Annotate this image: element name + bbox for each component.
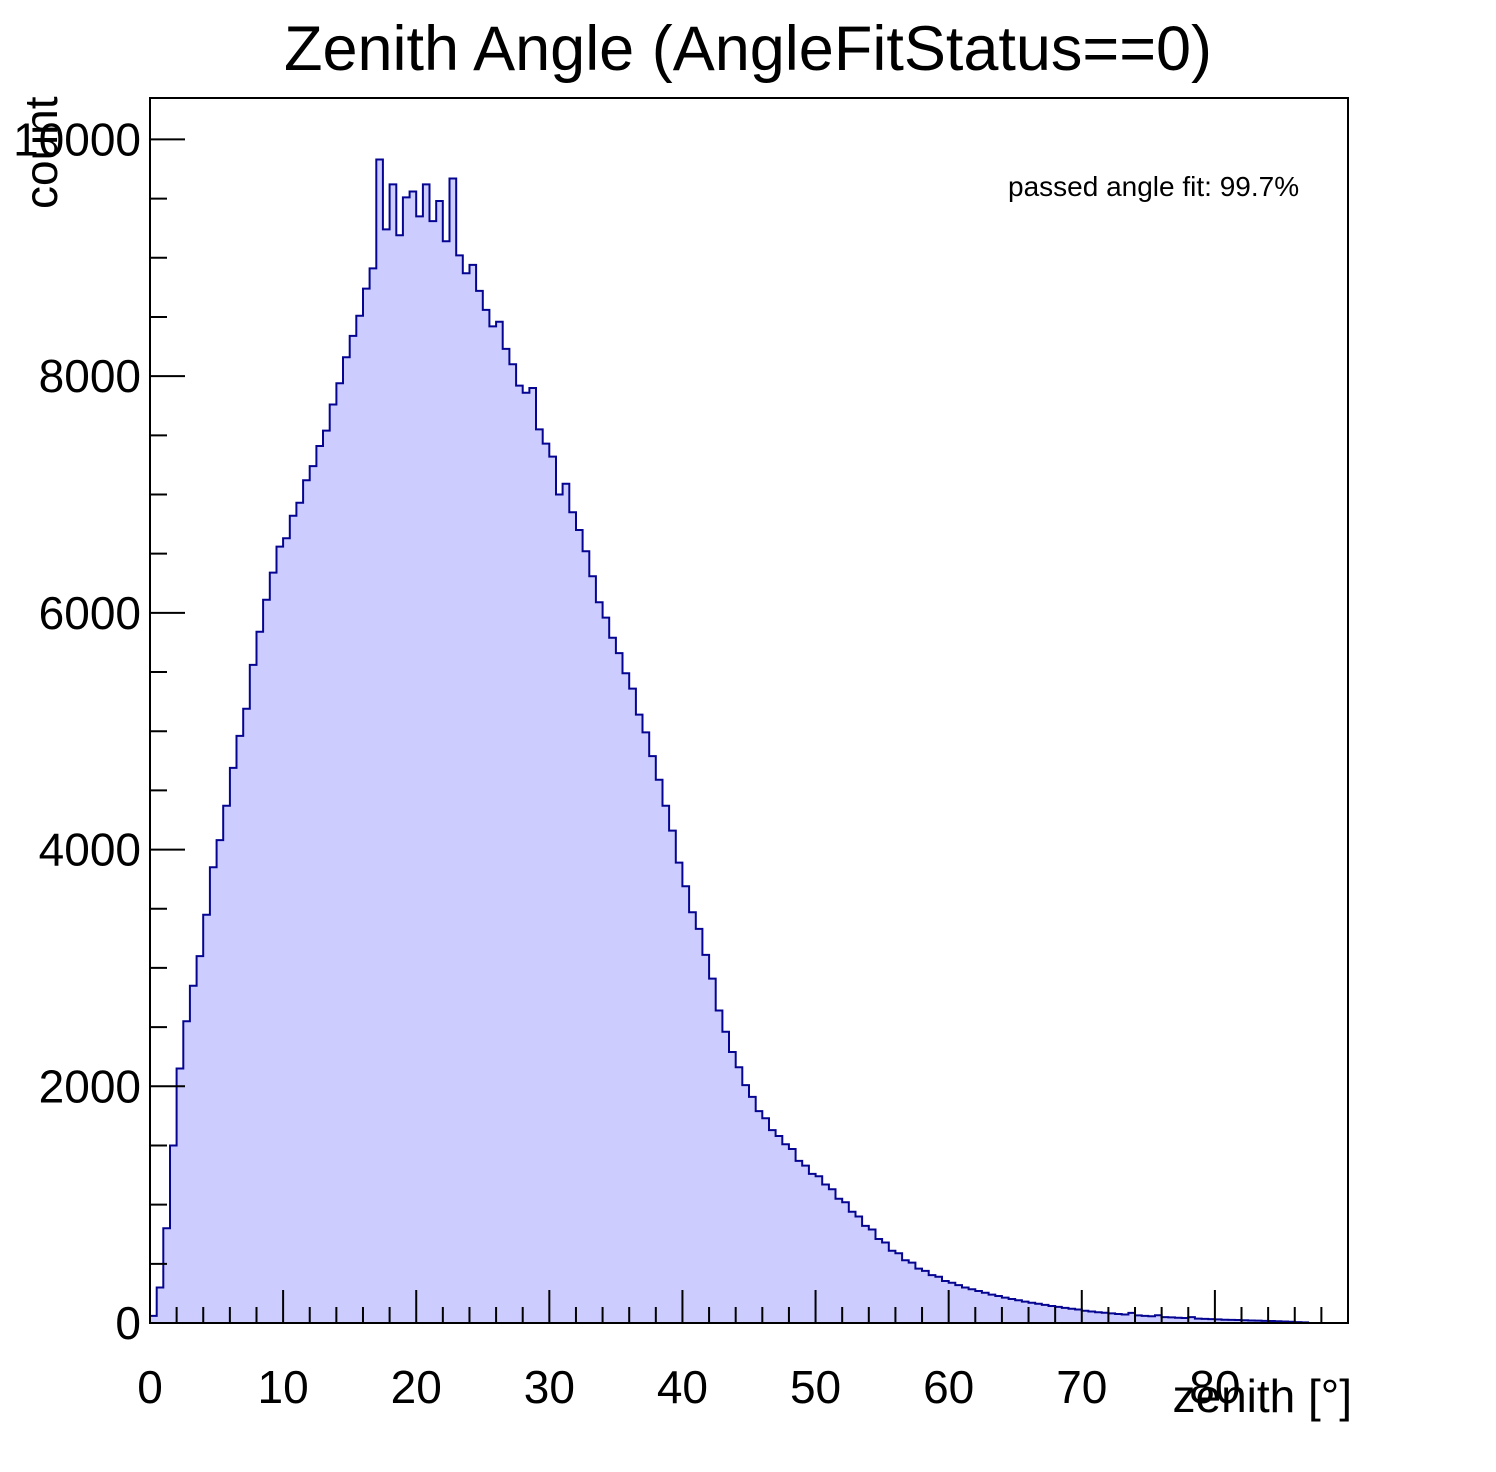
x-tick-label: 60 xyxy=(923,1361,974,1413)
tick-layer xyxy=(149,138,1323,1324)
y-tick-label: 6000 xyxy=(39,587,141,639)
y-axis-title: count xyxy=(15,96,67,209)
y-tick-label: 8000 xyxy=(39,350,141,402)
x-tick-label: 0 xyxy=(137,1361,163,1413)
x-tick-label: 10 xyxy=(258,1361,309,1413)
y-tick-label: 10000 xyxy=(13,113,141,165)
x-tick-label: 70 xyxy=(1056,1361,1107,1413)
x-tick-label: 40 xyxy=(657,1361,708,1413)
chart-title: Zenith Angle (AngleFitStatus==0) xyxy=(284,14,1212,84)
plot-frame xyxy=(149,97,1349,1324)
passed-angle-fit-annotation: passed angle fit: 99.7% xyxy=(1008,171,1299,202)
x-tick-label: 50 xyxy=(790,1361,841,1413)
y-tick-label: 4000 xyxy=(39,824,141,876)
x-tick-label: 30 xyxy=(524,1361,575,1413)
y-tick-label: 2000 xyxy=(39,1060,141,1112)
x-axis-title: zenith [°] xyxy=(1173,1370,1353,1422)
y-tick-label: 0 xyxy=(115,1297,141,1349)
x-tick-label: 80 xyxy=(1189,1361,1240,1413)
tick-label-layer: 0 10 20 30 40 50 60 70 80 0 2000 4000 6000 8000 10000 xyxy=(13,113,1240,1413)
x-tick-label: 20 xyxy=(391,1361,442,1413)
